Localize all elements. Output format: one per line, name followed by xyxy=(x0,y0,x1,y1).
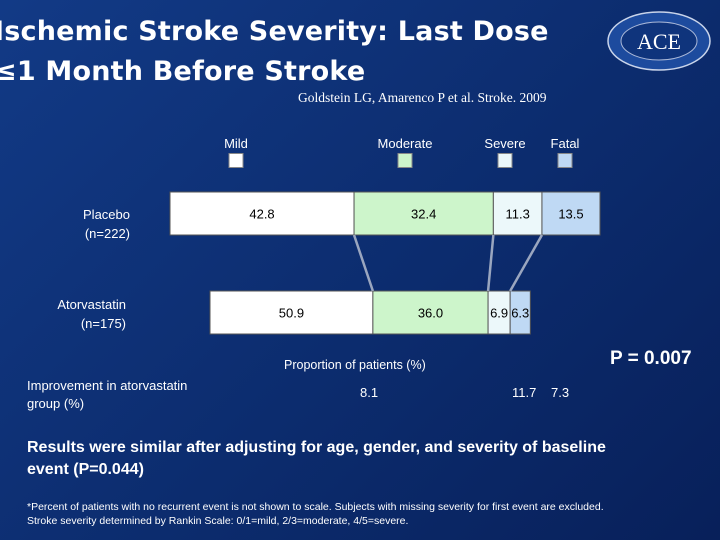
p-value: P = 0.007 xyxy=(610,348,692,369)
label-placebo-mild: 42.8 xyxy=(249,207,274,222)
atorvastatin-n: (n=175) xyxy=(80,316,126,331)
improvement-value-fatal: 7.3 xyxy=(551,385,570,400)
footnote: *Percent of patients with no recurrent e… xyxy=(27,501,604,527)
placebo-n: (n=222) xyxy=(84,226,130,241)
improvement-label: Improvement in atorvastatin group (%) xyxy=(27,378,188,411)
improvement-value-severe: 11.7 xyxy=(512,385,537,400)
row-label-placebo: Placebo (n=222) xyxy=(60,205,130,243)
citation: Goldstein LG, Amarenco P et al. Stroke. … xyxy=(298,90,547,105)
legend-label-mild: Mild xyxy=(224,136,248,151)
bar-placebo-mild xyxy=(169,191,355,236)
atorvastatin-label: Atorvastatin xyxy=(57,297,126,312)
legend-label-moderate: Moderate xyxy=(377,136,433,151)
label-placebo-fatal: 13.5 xyxy=(558,207,583,222)
connector-line-mild xyxy=(352,234,375,292)
label-atorvastatin-severe: 6.9 xyxy=(490,306,508,321)
title-line-1: Ischemic Stroke Severity: Last Dose xyxy=(0,16,549,47)
label-atorvastatin-fatal: 6.3 xyxy=(511,306,529,321)
legend-swatch-severe xyxy=(497,153,513,168)
legend-label-severe: Severe xyxy=(484,136,526,151)
legend-swatch-mild xyxy=(228,153,244,168)
placebo-label: Placebo xyxy=(83,207,130,222)
bar-placebo-fatal xyxy=(541,191,601,236)
title-line-2: ≤1 Month Before Stroke xyxy=(0,56,366,87)
bar-placebo-moderate xyxy=(353,191,494,236)
slide-title: Ischemic Stroke Severity: Last Dose ≤1 M… xyxy=(0,12,549,92)
label-placebo-severe: 11.3 xyxy=(505,207,529,222)
connector-line-moderate xyxy=(486,234,495,292)
ace-logo: ACE xyxy=(607,11,711,71)
bar-atorvastatin-mild xyxy=(209,290,374,335)
label-atorvastatin-moderate: 36.0 xyxy=(418,306,443,321)
x-axis-label: Proportion of patients (%) xyxy=(284,358,426,372)
label-atorvastatin-mild: 50.9 xyxy=(279,306,304,321)
bar-atorvastatin-fatal xyxy=(509,290,531,335)
bar-atorvastatin-moderate xyxy=(372,290,489,335)
row-label-atorvastatin: Atorvastatin (n=175) xyxy=(40,295,126,333)
legend-swatch-moderate xyxy=(397,153,413,168)
logo-letters: ACE xyxy=(637,29,681,54)
connector-line-severe xyxy=(509,234,544,292)
improvement-value-moderate: 8.1 xyxy=(360,385,379,400)
label-placebo-moderate: 32.4 xyxy=(411,207,436,222)
legend-label-fatal: Fatal xyxy=(550,136,580,151)
results-statement: Results were similar after adjusting for… xyxy=(27,439,606,478)
legend-swatch-fatal xyxy=(557,153,573,168)
